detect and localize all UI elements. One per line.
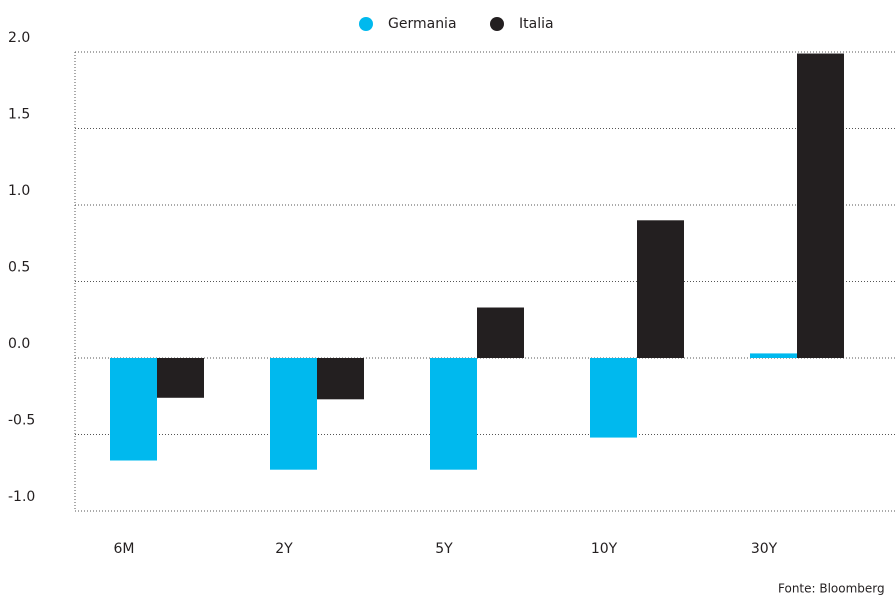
- x-tick-label: 5Y: [435, 541, 453, 557]
- x-tick-label: 6M: [114, 541, 135, 557]
- bar: [110, 358, 157, 461]
- legend-marker: [359, 17, 373, 31]
- y-tick-label: -1.0: [8, 489, 35, 505]
- x-tick-label: 2Y: [275, 541, 293, 557]
- legend-label: Italia: [519, 16, 554, 32]
- x-tick-label: 30Y: [751, 541, 778, 557]
- bar: [750, 353, 797, 358]
- x-tick-label: 10Y: [591, 541, 618, 557]
- y-tick-label: 2.0: [8, 30, 30, 46]
- source: Fonte: Bloomberg: [778, 582, 885, 596]
- y-tick-label: 1.0: [8, 183, 30, 199]
- bar: [797, 53, 844, 358]
- bar: [317, 358, 364, 400]
- bar: [477, 307, 524, 358]
- legend-marker: [490, 17, 504, 31]
- bar: [590, 358, 637, 438]
- bar: [430, 358, 477, 470]
- legend-label: Germania: [388, 16, 457, 32]
- bar: [157, 358, 204, 398]
- y-tick-label: -0.5: [8, 413, 35, 429]
- bar: [637, 220, 684, 358]
- bar: [270, 358, 317, 470]
- y-tick-label: 0.0: [8, 336, 30, 352]
- y-tick-label: 0.5: [8, 260, 30, 276]
- y-tick-label: 1.5: [8, 107, 30, 123]
